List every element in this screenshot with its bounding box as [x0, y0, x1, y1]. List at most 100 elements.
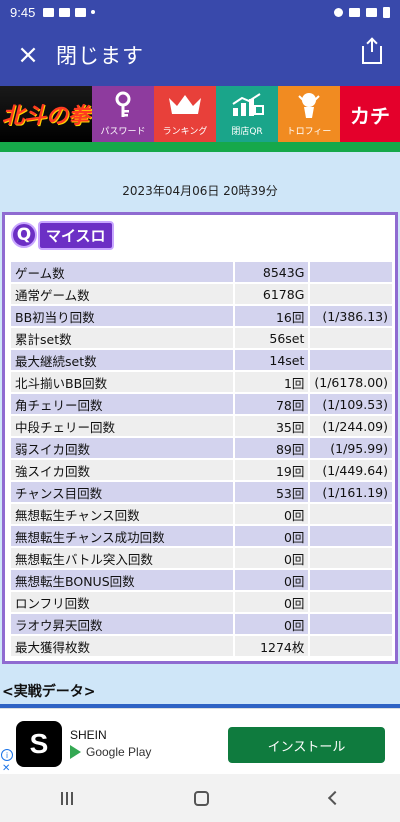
stat-value: 1274枚 — [234, 636, 311, 656]
section-divider — [0, 704, 400, 708]
stat-ratio: (1/161.19) — [310, 482, 392, 502]
stats-row: 無想転生BONUS回数 0回 — [11, 570, 392, 590]
stats-row: 無想転生バトル突入回数 0回 — [11, 548, 392, 568]
ad-store-label: Google Play — [86, 745, 152, 759]
stat-value: 6178G — [234, 284, 311, 304]
nav-tile-ranking[interactable]: ランキング — [154, 86, 216, 142]
stat-value: 8543G — [234, 262, 311, 282]
stat-label: 無想転生BONUS回数 — [11, 570, 235, 590]
newspaper-icon — [75, 7, 87, 17]
nav-tile-closing-qr[interactable]: 閉店QR — [216, 86, 278, 142]
stat-label: 強スイカ回数 — [11, 460, 235, 480]
stats-row: ロンフリ回数 0回 — [11, 592, 392, 612]
ad-store: Google Play — [70, 745, 151, 759]
stats-row: 弱スイカ回数 89回 (1/95.99) — [11, 438, 392, 458]
stat-ratio — [310, 284, 392, 304]
stat-label: 無想転生チャンス回数 — [11, 504, 235, 524]
key-icon — [112, 86, 134, 124]
stat-ratio — [310, 262, 392, 282]
stat-ratio — [310, 614, 392, 634]
stat-value: 0回 — [234, 526, 311, 546]
stats-row: 中段チェリー回数 35回 (1/244.09) — [11, 416, 392, 436]
stat-value: 0回 — [234, 614, 311, 634]
notification-icons — [43, 7, 96, 17]
stat-value: 53回 — [234, 482, 311, 502]
message-icon — [59, 7, 71, 17]
stat-value: 1回 — [234, 372, 311, 392]
back-icon[interactable] — [327, 790, 342, 806]
trophy-person-icon — [294, 86, 324, 124]
google-play-icon — [70, 745, 81, 759]
home-icon[interactable] — [193, 790, 209, 806]
system-nav-bar — [0, 774, 400, 822]
myslo-q-badge: Q — [11, 222, 37, 248]
recents-icon[interactable] — [60, 791, 73, 805]
stat-ratio: (1/449.64) — [310, 460, 392, 480]
stats-row: ゲーム数 8543G — [11, 262, 392, 282]
status-time: 9:45 — [10, 4, 36, 20]
stat-label: ゲーム数 — [11, 262, 235, 282]
stat-value: 0回 — [234, 592, 311, 612]
stat-label: 最大継続set数 — [11, 350, 235, 370]
stats-row: ラオウ昇天回数 0回 — [11, 614, 392, 634]
stat-ratio: (1/386.13) — [310, 306, 392, 326]
stats-row: 無想転生チャンス成功回数 0回 — [11, 526, 392, 546]
stat-label: ラオウ昇天回数 — [11, 614, 235, 634]
stat-ratio — [310, 328, 392, 348]
stat-value: 35回 — [234, 416, 311, 436]
stat-label: 中段チェリー回数 — [11, 416, 235, 436]
stat-label: ロンフリ回数 — [11, 592, 235, 612]
cloud-icon — [43, 7, 55, 17]
stat-label: 通常ゲーム数 — [11, 284, 235, 304]
stats-row: 強スイカ回数 19回 (1/449.64) — [11, 460, 392, 480]
stat-value: 0回 — [234, 570, 311, 590]
stat-ratio — [310, 636, 392, 656]
stat-ratio — [310, 592, 392, 612]
stat-label: 北斗揃いBB回数 — [11, 372, 235, 392]
myslo-logo: Q マイスロ — [11, 220, 114, 250]
stat-value: 89回 — [234, 438, 311, 458]
ad-install-button[interactable]: インストール — [228, 727, 385, 763]
close-icon[interactable]: × — [17, 40, 39, 70]
stat-value: 14set — [234, 350, 311, 370]
ad-app-icon[interactable]: S — [16, 721, 62, 767]
app-bar-title: 閉じます — [56, 44, 144, 68]
stats-row: 最大継続set数 14set — [11, 350, 392, 370]
stat-value: 19回 — [234, 460, 311, 480]
nav-tile-label: トロフィー — [286, 127, 332, 137]
stat-ratio — [310, 570, 392, 590]
battery-icon — [383, 6, 390, 18]
ad-info-icon[interactable]: i — [1, 749, 13, 761]
stats-row: 無想転生チャンス回数 0回 — [11, 504, 392, 524]
nav-tile-password[interactable]: パスワード — [92, 86, 154, 142]
data-timestamp: 2023年04月06日 20時39分 — [122, 184, 278, 198]
stats-row: 最大獲得枚数 1274枚 — [11, 636, 392, 656]
stat-value: 16回 — [234, 306, 311, 326]
game-logo[interactable]: 北斗の拳 — [0, 86, 92, 142]
stat-label: 無想転生バトル突入回数 — [11, 548, 235, 568]
green-divider — [0, 142, 400, 152]
wifi-icon — [349, 7, 360, 17]
stat-ratio: (1/6178.00) — [310, 372, 392, 392]
nav-tile-label: 閉店QR — [231, 127, 263, 137]
stat-ratio — [310, 350, 392, 370]
ad-close-icon[interactable]: ✕ — [2, 763, 11, 774]
stat-value: 56set — [234, 328, 311, 348]
stat-value: 0回 — [234, 548, 311, 568]
ad-banner[interactable]: S SHEIN Google Play インストール i ✕ — [0, 708, 400, 774]
stat-label: 無想転生チャンス成功回数 — [11, 526, 235, 546]
share-icon[interactable] — [362, 40, 382, 64]
chart-qr-icon — [230, 86, 264, 124]
nav-tile-kachi[interactable]: カチ — [340, 86, 400, 142]
stat-label: BB初当り回数 — [11, 306, 235, 326]
stat-ratio: (1/95.99) — [310, 438, 392, 458]
more-dot-icon — [91, 10, 96, 14]
main-content: 2023年04月06日 20時39分 Q マイスロ ゲーム数 8543G 通常ゲーム… — [0, 152, 400, 708]
nav-tile-trophy[interactable]: トロフィー — [278, 86, 340, 142]
stat-label: チャンス目回数 — [11, 482, 235, 502]
stats-card: Q マイスロ ゲーム数 8543G 通常ゲーム数 6178G BB初当り回数 16回 (1/… — [2, 212, 398, 664]
ad-app-name: SHEIN — [70, 728, 107, 742]
section-title: <実戦データ> — [2, 684, 96, 700]
signal-icon — [366, 7, 377, 17]
stat-ratio — [310, 548, 392, 568]
